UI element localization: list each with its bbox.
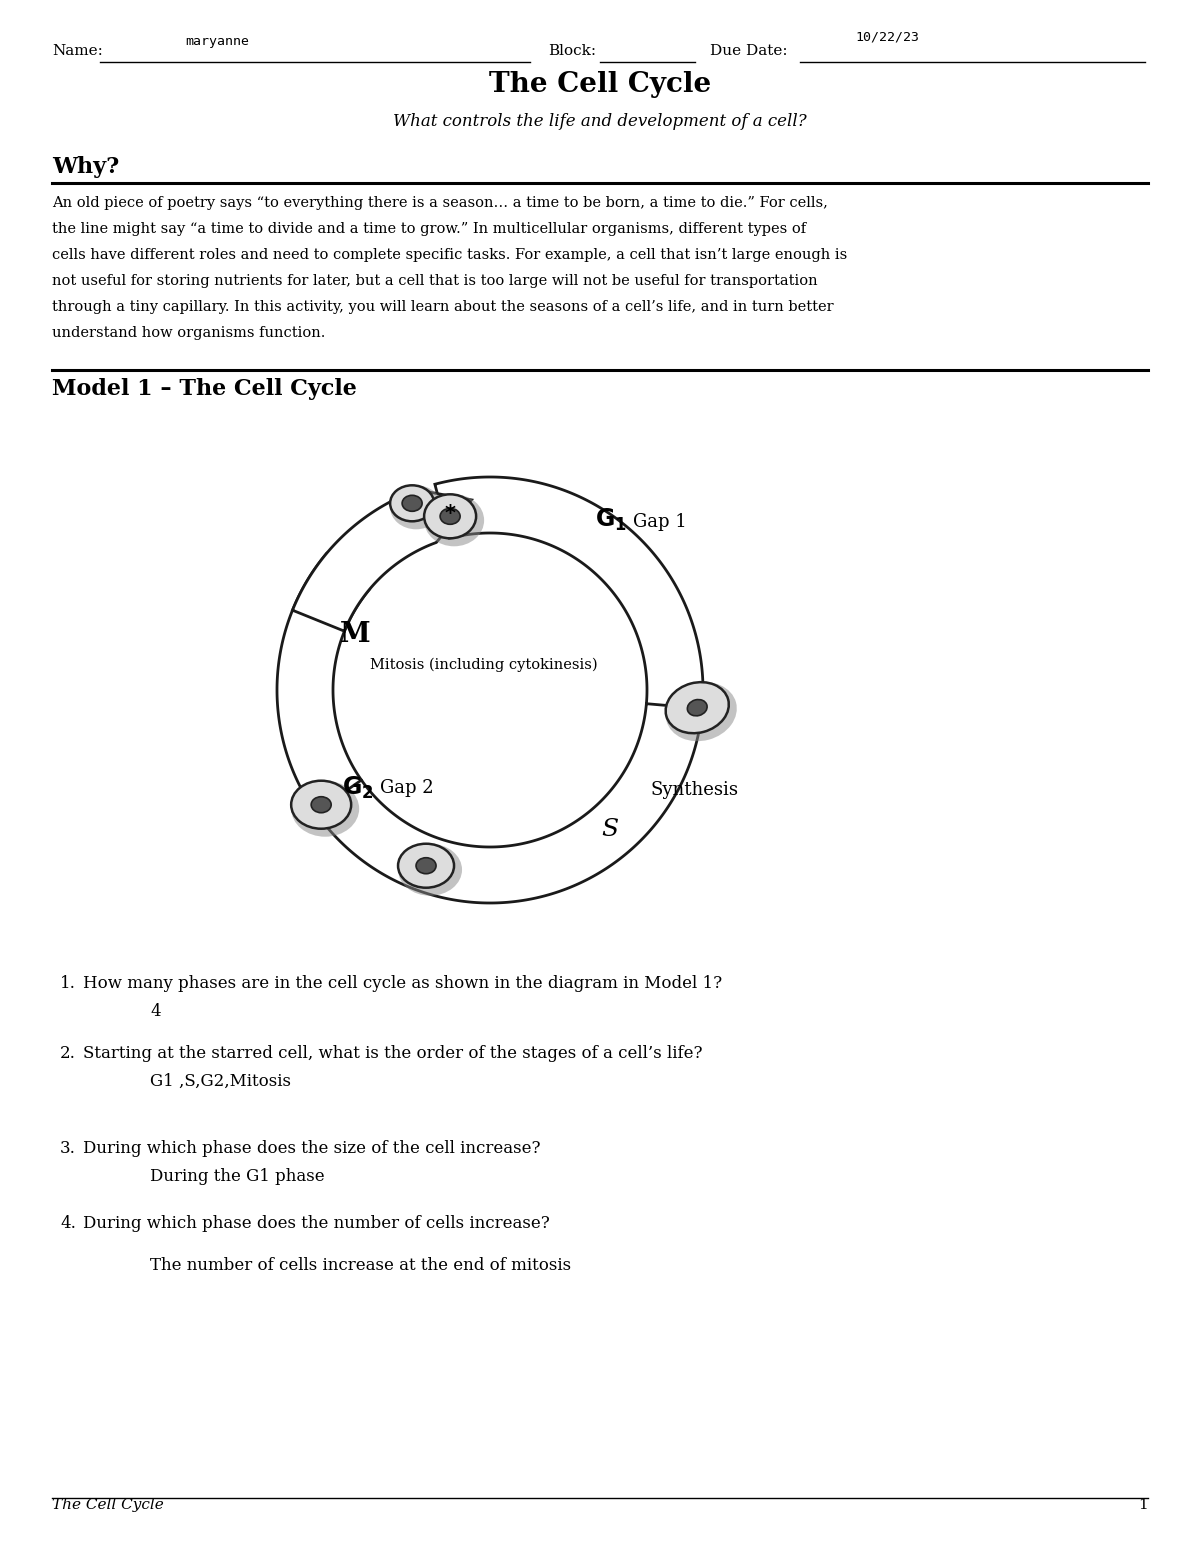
Text: 1: 1 xyxy=(1139,1499,1148,1513)
Text: 4: 4 xyxy=(150,1003,161,1020)
Text: $\mathbf{G_1}$: $\mathbf{G_1}$ xyxy=(595,506,626,533)
Text: *: * xyxy=(445,505,456,525)
Ellipse shape xyxy=(424,494,476,539)
Text: Gap 1: Gap 1 xyxy=(634,512,686,531)
Text: M: M xyxy=(340,621,371,649)
Polygon shape xyxy=(311,704,702,902)
Text: maryanne: maryanne xyxy=(185,36,250,48)
Text: Synthesis: Synthesis xyxy=(650,781,738,798)
Text: understand how organisms function.: understand how organisms function. xyxy=(52,326,325,340)
Text: the line might say “a time to divide and a time to grow.” In multicellular organ: the line might say “a time to divide and… xyxy=(52,222,806,236)
Text: During the G1 phase: During the G1 phase xyxy=(150,1168,325,1185)
Ellipse shape xyxy=(398,843,462,896)
Ellipse shape xyxy=(390,485,442,530)
Text: During which phase does the size of the cell increase?: During which phase does the size of the … xyxy=(83,1140,540,1157)
Text: The Cell Cycle: The Cell Cycle xyxy=(52,1499,163,1513)
Text: An old piece of poetry says “to everything there is a season… a time to be born,: An old piece of poetry says “to everythi… xyxy=(52,196,828,210)
Text: 3.: 3. xyxy=(60,1140,76,1157)
Text: 1.: 1. xyxy=(60,975,76,992)
Text: 4.: 4. xyxy=(60,1214,76,1232)
Text: Mitosis (including cytokinesis): Mitosis (including cytokinesis) xyxy=(370,658,598,672)
Text: Why?: Why? xyxy=(52,155,119,179)
Text: During which phase does the number of cells increase?: During which phase does the number of ce… xyxy=(83,1214,550,1232)
Ellipse shape xyxy=(398,843,454,888)
Text: not useful for storing nutrients for later, but a cell that is too large will no: not useful for storing nutrients for lat… xyxy=(52,273,817,287)
Text: Model 1 – The Cell Cycle: Model 1 – The Cell Cycle xyxy=(52,377,356,401)
Ellipse shape xyxy=(666,682,728,733)
Text: S: S xyxy=(601,818,618,842)
Text: How many phases are in the cell cycle as shown in the diagram in Model 1?: How many phases are in the cell cycle as… xyxy=(83,975,722,992)
Text: $\mathbf{G_2}$: $\mathbf{G_2}$ xyxy=(342,775,373,801)
Text: What controls the life and development of a cell?: What controls the life and development o… xyxy=(394,113,806,130)
Ellipse shape xyxy=(440,508,460,525)
Ellipse shape xyxy=(424,494,484,547)
Text: Due Date:: Due Date: xyxy=(710,43,787,57)
Ellipse shape xyxy=(402,495,422,511)
Text: The number of cells increase at the end of mitosis: The number of cells increase at the end … xyxy=(150,1256,571,1273)
Text: Gap 2: Gap 2 xyxy=(380,780,433,797)
Text: 2.: 2. xyxy=(60,1045,76,1062)
Text: The Cell Cycle: The Cell Cycle xyxy=(488,71,712,98)
Text: Block:: Block: xyxy=(548,43,596,57)
Ellipse shape xyxy=(311,797,331,812)
Text: Starting at the starred cell, what is the order of the stages of a cell’s life?: Starting at the starred cell, what is th… xyxy=(83,1045,702,1062)
Polygon shape xyxy=(277,534,379,812)
Polygon shape xyxy=(293,489,472,631)
Ellipse shape xyxy=(292,781,359,837)
Ellipse shape xyxy=(416,857,436,874)
Text: G1 ,S,G2,Mitosis: G1 ,S,G2,Mitosis xyxy=(150,1073,292,1090)
Text: 10/22/23: 10/22/23 xyxy=(854,30,919,43)
Text: cells have different roles and need to complete specific tasks. For example, a c: cells have different roles and need to c… xyxy=(52,248,847,262)
Ellipse shape xyxy=(688,699,707,716)
Polygon shape xyxy=(434,477,703,753)
Ellipse shape xyxy=(666,682,737,741)
Ellipse shape xyxy=(292,781,352,829)
Ellipse shape xyxy=(390,485,434,522)
Text: through a tiny capillary. In this activity, you will learn about the seasons of : through a tiny capillary. In this activi… xyxy=(52,300,834,314)
Text: Name:: Name: xyxy=(52,43,103,57)
